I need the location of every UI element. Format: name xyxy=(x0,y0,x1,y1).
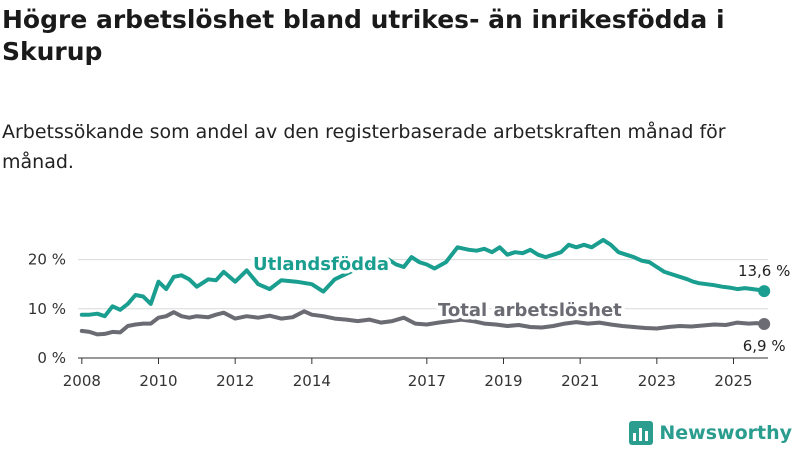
chart-title: Högre arbetslöshet bland utrikes- än inr… xyxy=(2,5,725,66)
series-label-total: Total arbetslöshet xyxy=(438,300,622,321)
x-tick-label: 2010 xyxy=(139,372,177,390)
x-tick-label: 2019 xyxy=(484,372,522,390)
x-tick-label: 2023 xyxy=(638,372,676,390)
brand-name: Newsworthy xyxy=(659,422,792,444)
series-end-label: 13,6 % xyxy=(738,262,790,280)
series-end-point xyxy=(758,318,771,331)
y-tick-label: 0 % xyxy=(37,349,66,367)
y-tick-label: 10 % xyxy=(28,300,66,318)
series-line-utlandsfodda xyxy=(79,237,767,319)
x-tick-label: 2012 xyxy=(216,372,254,390)
series-end-point xyxy=(758,285,771,298)
x-tick-label: 2017 xyxy=(408,372,446,390)
x-tick-label: 2025 xyxy=(714,372,752,390)
series-end-label: 6,9 % xyxy=(743,337,786,355)
x-tick-label: 2021 xyxy=(561,372,599,390)
brand-logo: Newsworthy xyxy=(629,421,792,445)
series-line-total xyxy=(79,309,767,337)
chart-subtitle: Arbetssökande som andel av den registerb… xyxy=(2,121,726,173)
x-tick-label: 2008 xyxy=(63,372,101,390)
x-tick-label: 2014 xyxy=(293,372,331,390)
series-label-utlandsfodda: Utlandsfödda xyxy=(253,254,389,275)
newsworthy-logo-icon xyxy=(629,421,654,445)
y-tick-label: 20 % xyxy=(28,251,66,269)
